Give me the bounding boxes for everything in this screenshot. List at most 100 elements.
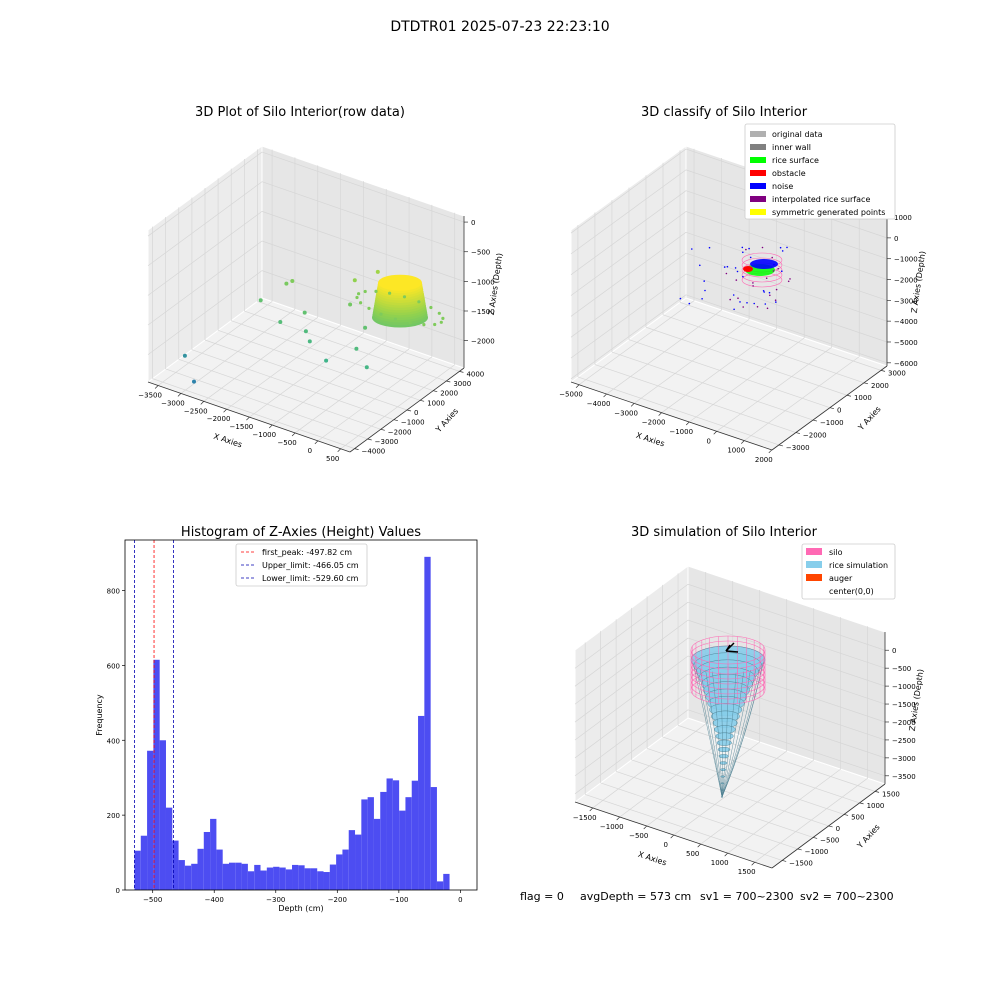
histogram-bar [436,881,444,890]
panel-histogram: Histogram of Z-Axies (Height) Values −500… [95,525,478,913]
surface-point [393,317,397,321]
y-tick-label: −1500 [789,859,813,867]
noise-point [688,302,691,305]
x-tick-label: −400 [205,896,224,904]
grid-line [570,294,687,380]
histogram-bar [285,869,293,890]
y-tick-mark [778,444,783,447]
noise-point [745,248,747,251]
x-tick-label: −500 [277,439,296,447]
grid-line [574,673,689,759]
z-tick-label: 0 [471,219,475,227]
x-tick-mark [630,403,635,407]
histogram-bar [373,818,381,890]
surface-point [355,295,359,300]
y-tick-mark [859,802,864,805]
y-tick-mark [446,380,451,383]
noise-cluster [750,259,778,269]
grid-line [645,326,848,396]
legend-label: inner wall [772,143,811,152]
grid-line [570,232,687,317]
rice-mesh-line [699,668,723,798]
surface-point [408,321,412,325]
z-tick-label: −2500 [892,737,916,745]
data-point [364,365,369,370]
rice-mesh-line [705,670,723,798]
noise-point [733,308,735,311]
histogram-bar [203,831,211,890]
grid-line [152,378,355,449]
y-tick-label: 2000 [871,382,889,390]
x-tick-label: −500 [629,832,648,840]
grid-line [633,319,750,404]
legend-swatch [806,561,822,568]
grid-line [147,211,263,296]
noise-point [691,248,693,250]
y-tick-label: −500 [820,836,839,844]
plot-frame [124,539,478,891]
panel-row-data: 3D Plot of Silo Interior(row data)−3500−… [138,105,504,463]
z-tick-label: −1500 [471,308,495,316]
y-tick-label: 0 [837,407,841,415]
grid-line [685,252,888,322]
surface-point [417,300,421,304]
x-tick-label: 1500 [738,868,756,876]
grid-line [574,655,689,741]
surface-point [359,301,363,305]
grid-line [574,583,689,669]
histogram-bar [399,810,406,890]
y-tick-mark [433,390,438,393]
surface-slice [378,274,422,291]
x-tick-mark [603,393,607,398]
noise-point [781,270,783,273]
grid-line [178,358,381,430]
chart-title: 3D Plot of Silo Interior(row data) [195,105,405,120]
x-axis-label: X Axies [212,432,243,450]
legend-label: interpolated rice surface [772,195,870,204]
histogram-bar [153,659,160,890]
grid-line [574,601,689,687]
y-tick-mark [797,848,802,851]
legend-swatch [750,209,766,215]
z-tick-label: 0 [894,235,898,243]
x-tick-label: −2500 [184,407,208,415]
grid-line [744,356,860,441]
x-axis-label: Depth (cm) [278,904,323,913]
y-tick-mark [459,371,464,373]
y-tick-label: 2000 [440,390,458,398]
data-point [278,320,283,324]
rice-simulation-slice [717,746,731,753]
noise-point [773,263,775,266]
y-tick-label: 1000 [867,802,885,810]
noise-point [765,277,768,280]
grid-line [661,328,777,413]
surface-point [433,322,437,327]
z-tick-label: −1000 [471,278,495,286]
surface-point [363,289,367,294]
sv2-readout: sv2 = 700~2300 [800,890,894,903]
obstacle-cluster [743,266,753,272]
data-point [290,279,295,283]
histogram-bar [172,840,179,890]
histogram-bar [304,868,311,890]
legend-label: symmetric generated points [772,208,885,217]
x-tick-label: 500 [686,850,699,858]
noise-point [781,250,784,252]
histogram-bar [147,750,154,890]
z-tick-label: −500 [892,665,911,673]
y-tick-label: 400 [107,737,120,745]
x-axis-label: X Axies [635,431,666,449]
z-tick-label: 1000 [894,214,912,222]
grid-line [570,273,687,359]
z-tick-label: −1000 [892,683,916,691]
x-tick-label: 0 [308,447,312,455]
data-point [192,379,196,384]
noise-point [703,280,705,282]
noise-point [726,265,729,268]
y-tick-label: 0 [836,825,840,833]
x-tick-mark [589,807,593,812]
noise-point [732,294,735,296]
data-point [354,346,359,351]
grid-line [606,309,722,395]
grid-line [570,169,687,255]
